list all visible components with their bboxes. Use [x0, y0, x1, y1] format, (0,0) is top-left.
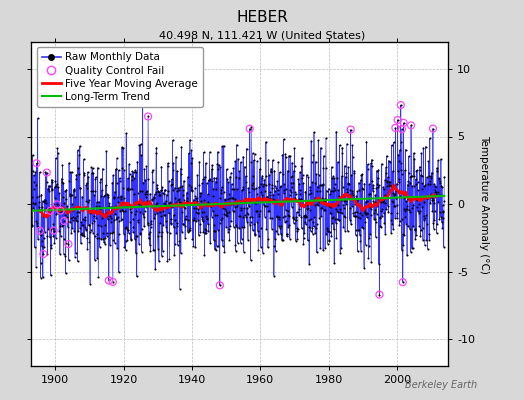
Quality Control Fail [397, 102, 405, 108]
Long-Term Trend [184, 203, 191, 208]
Raw Monthly Data [139, 93, 146, 98]
Quality Control Fail [64, 241, 73, 247]
Line: Five Year Moving Average: Five Year Moving Average [40, 185, 436, 217]
Five Year Moving Average [131, 204, 137, 209]
Long-Term Trend [340, 197, 346, 202]
Long-Term Trend [28, 208, 35, 213]
Quality Control Fail [46, 208, 54, 214]
Five Year Moving Average [189, 202, 195, 206]
Line: Long-Term Trend: Long-Term Trend [31, 196, 444, 211]
Quality Control Fail [375, 292, 384, 298]
Quality Control Fail [215, 282, 224, 288]
Long-Term Trend [84, 206, 90, 211]
Quality Control Fail [39, 251, 48, 257]
Legend: Raw Monthly Data, Quality Control Fail, Five Year Moving Average, Long-Term Tren: Raw Monthly Data, Quality Control Fail, … [37, 47, 203, 107]
Five Year Moving Average [140, 203, 146, 208]
Quality Control Fail [53, 201, 61, 208]
Text: 40.498 N, 111.421 W (United States): 40.498 N, 111.421 W (United States) [159, 30, 365, 40]
Five Year Moving Average [37, 209, 43, 214]
Y-axis label: Temperature Anomaly (°C): Temperature Anomaly (°C) [479, 134, 489, 274]
Five Year Moving Average [302, 203, 308, 208]
Five Year Moving Average [43, 215, 50, 220]
Quality Control Fail [42, 169, 51, 176]
Raw Monthly Data [185, 174, 191, 179]
Quality Control Fail [32, 160, 41, 166]
Quality Control Fail [60, 218, 68, 224]
Quality Control Fail [394, 117, 402, 123]
Quality Control Fail [108, 279, 117, 285]
Quality Control Fail [399, 120, 408, 126]
Text: HEBER: HEBER [236, 10, 288, 25]
Quality Control Fail [407, 122, 415, 129]
Long-Term Trend [132, 205, 138, 210]
Quality Control Fail [429, 125, 437, 132]
Long-Term Trend [184, 203, 191, 208]
Raw Monthly Data [28, 214, 35, 219]
Five Year Moving Average [433, 195, 439, 200]
Five Year Moving Average [297, 201, 303, 206]
Quality Control Fail [246, 126, 254, 132]
Quality Control Fail [398, 126, 406, 132]
Quality Control Fail [49, 227, 58, 234]
Long-Term Trend [441, 194, 447, 198]
Raw Monthly Data [376, 292, 383, 297]
Five Year Moving Average [107, 210, 114, 215]
Raw Monthly Data [441, 174, 447, 179]
Text: Berkeley Earth: Berkeley Earth [405, 380, 477, 390]
Quality Control Fail [138, 92, 147, 99]
Raw Monthly Data [184, 229, 191, 234]
Quality Control Fail [144, 113, 152, 120]
Quality Control Fail [105, 277, 113, 284]
Quality Control Fail [36, 228, 44, 234]
Quality Control Fail [399, 279, 407, 285]
Quality Control Fail [56, 208, 64, 214]
Raw Monthly Data [339, 145, 345, 150]
Line: Raw Monthly Data: Raw Monthly Data [30, 94, 445, 296]
Five Year Moving Average [391, 182, 397, 187]
Raw Monthly Data [341, 206, 347, 210]
Raw Monthly Data [132, 168, 138, 172]
Quality Control Fail [391, 125, 400, 131]
Quality Control Fail [346, 126, 355, 133]
Raw Monthly Data [84, 180, 90, 185]
Long-Term Trend [339, 197, 345, 202]
